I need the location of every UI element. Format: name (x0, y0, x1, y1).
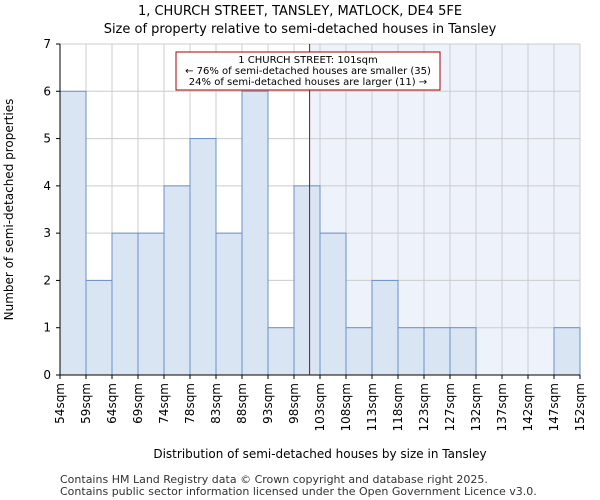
x-tick-label: 93sqm (261, 383, 275, 424)
annotation-line-2: ← 76% of semi-detached houses are smalle… (185, 66, 431, 77)
x-tick-label: 127sqm (443, 383, 457, 431)
x-tick-label: 98sqm (287, 383, 301, 424)
x-tick-label: 64sqm (105, 383, 119, 424)
bar-59sqm (85, 279, 113, 376)
y-tick-label: 4 (43, 179, 51, 193)
y-tick-label: 3 (43, 226, 51, 240)
y-tick-label: 7 (43, 37, 51, 51)
bar-103sqm (319, 232, 347, 376)
annotation-line-3: 24% of semi-detached houses are larger (… (189, 77, 427, 88)
footer-line-1: Contains HM Land Registry data © Crown c… (60, 473, 488, 486)
footer-line-2: Contains public sector information licen… (60, 485, 537, 498)
bar-127sqm (449, 327, 477, 376)
chart-title: 1, CHURCH STREET, TANSLEY, MATLOCK, DE4 … (137, 4, 463, 19)
x-tick-label: 147sqm (547, 383, 561, 431)
y-axis-label: Number of semi-detached properties (2, 99, 16, 321)
bar-83sqm (215, 232, 243, 376)
y-tick-label: 5 (43, 132, 51, 146)
bar-113sqm (371, 279, 399, 376)
x-tick-label: 88sqm (235, 383, 249, 424)
x-tick-label: 103sqm (313, 383, 327, 431)
annotation-line-1: 1 CHURCH STREET: 101sqm (238, 55, 377, 66)
annotation-box (175, 51, 441, 91)
bar-93sqm (267, 327, 295, 376)
bar-64sqm (111, 232, 139, 376)
x-axis-label: Distribution of semi-detached houses by … (153, 447, 486, 461)
bar-147sqm (553, 327, 581, 376)
y-tick-label: 2 (43, 273, 51, 287)
bar-98sqm (293, 185, 321, 376)
x-tick-label: 142sqm (521, 383, 535, 431)
bar-118sqm (397, 327, 425, 376)
y-tick-label: 6 (43, 84, 51, 98)
x-tick-label: 59sqm (79, 383, 93, 424)
x-tick-label: 69sqm (131, 383, 145, 424)
x-tick-label: 113sqm (365, 383, 379, 431)
x-tick-label: 108sqm (339, 383, 353, 431)
bar-123sqm (423, 327, 451, 376)
x-tick-label: 74sqm (157, 383, 171, 424)
x-tick-label: 137sqm (495, 383, 509, 431)
x-tick-label: 132sqm (469, 383, 483, 431)
x-tick-label: 123sqm (417, 383, 431, 431)
chart-subtitle: Size of property relative to semi-detach… (103, 22, 497, 37)
x-tick-label: 83sqm (209, 383, 223, 424)
x-tick-label: 118sqm (391, 383, 405, 431)
highlight-region (309, 44, 580, 375)
x-tick-label: 152sqm (573, 383, 587, 431)
bar-78sqm (189, 138, 217, 376)
x-tick-label: 78sqm (183, 383, 197, 424)
bar-74sqm (163, 185, 191, 376)
bar-69sqm (137, 232, 165, 376)
x-tick-label: 54sqm (53, 383, 67, 424)
y-tick-label: 1 (43, 321, 51, 335)
bar-54sqm (59, 90, 87, 376)
bar-108sqm (345, 327, 373, 376)
y-tick-label: 0 (43, 368, 51, 382)
bar-88sqm (241, 90, 269, 376)
